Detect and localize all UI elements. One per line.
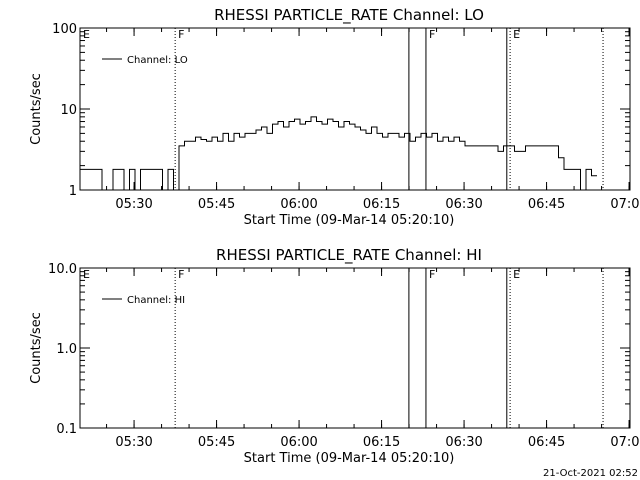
event-marker-label: F bbox=[429, 28, 435, 41]
chart-title: RHESSI PARTICLE_RATE Channel: LO bbox=[214, 6, 484, 25]
event-marker-label: E bbox=[83, 28, 90, 41]
y-axis-label: Counts/sec bbox=[29, 312, 44, 384]
y-tick-label: 1 bbox=[69, 184, 77, 199]
y-tick-label: 10.0 bbox=[48, 262, 77, 277]
event-marker-label: E bbox=[83, 268, 90, 281]
panel-hi: RHESSI PARTICLE_RATE Channel: HI 0.1 1.0 10… bbox=[29, 246, 640, 466]
chart-title: RHESSI PARTICLE_RATE Channel: HI bbox=[216, 246, 482, 265]
event-marker-label: F bbox=[178, 268, 184, 281]
y-tick-label: 100 bbox=[52, 22, 77, 37]
event-marker-label: E bbox=[513, 268, 520, 281]
x-tick-label: 07:00 bbox=[610, 435, 640, 450]
event-marker-label: F bbox=[178, 28, 184, 41]
y-tick-label: 0.1 bbox=[56, 422, 77, 437]
x-tick-label: 05:30 bbox=[115, 435, 152, 450]
x-tick-label: 06:30 bbox=[445, 197, 482, 212]
x-tick-label: 05:45 bbox=[198, 197, 235, 212]
event-marker-label: E bbox=[513, 28, 520, 41]
x-tick-label: 06:45 bbox=[528, 435, 565, 450]
series-line bbox=[80, 116, 597, 191]
x-tick-label: 06:15 bbox=[363, 197, 400, 212]
x-axis-label: Start Time (09-Mar-14 05:20:10) bbox=[244, 451, 455, 466]
y-tick-label: 1.0 bbox=[56, 342, 77, 357]
x-tick-label: 06:30 bbox=[445, 435, 482, 450]
plot-frame bbox=[79, 267, 631, 429]
x-tick-label: 06:00 bbox=[280, 197, 317, 212]
x-tick-label: 05:30 bbox=[115, 197, 152, 212]
y-tick-label: 10 bbox=[60, 103, 77, 118]
x-tick-label: 06:45 bbox=[528, 197, 565, 212]
x-tick-label: 06:15 bbox=[363, 435, 400, 450]
x-axis-label: Start Time (09-Mar-14 05:20:10) bbox=[244, 213, 455, 228]
plot-frame bbox=[79, 27, 631, 191]
legend-label: Channel: LO bbox=[127, 55, 188, 66]
y-axis-label: Counts/sec bbox=[29, 73, 44, 145]
x-tick-label: 05:45 bbox=[198, 435, 235, 450]
panel-lo: RHESSI PARTICLE_RATE Channel: LO 1 10 100 Co… bbox=[29, 6, 640, 228]
x-tick-label: 06:00 bbox=[280, 435, 317, 450]
legend-label: Channel: HI bbox=[127, 295, 185, 306]
event-marker-label: F bbox=[429, 268, 435, 281]
x-tick-label: 07:00 bbox=[610, 197, 640, 212]
footer-timestamp: 21-Oct-2021 02:52 bbox=[543, 468, 638, 479]
